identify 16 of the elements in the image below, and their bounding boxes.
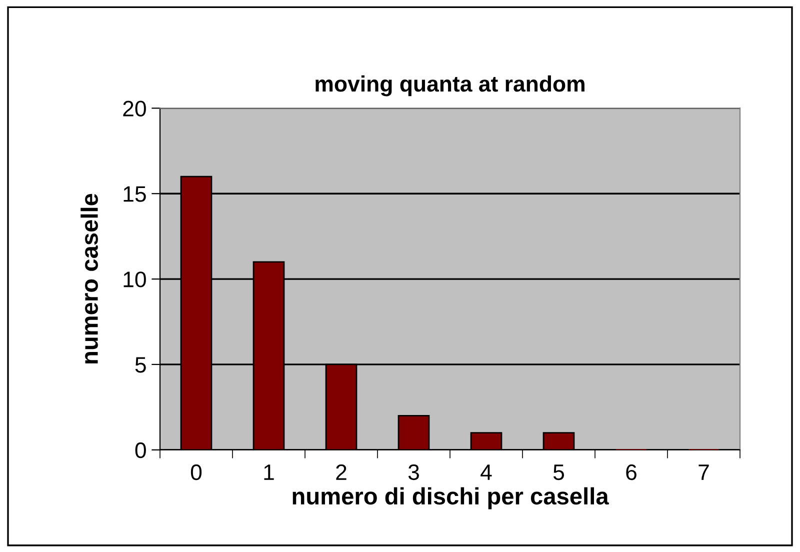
chart-title: moving quanta at random <box>316 75 584 96</box>
x-tick-label: 5 <box>553 464 564 480</box>
y-tick-label: 0 <box>135 442 146 458</box>
x-tick-label: 4 <box>480 464 492 480</box>
x-tick-label: 6 <box>626 464 636 480</box>
y-tick-label: 20 <box>123 100 146 116</box>
y-tick-label: 15 <box>124 186 146 202</box>
x-tick-label: 2 <box>336 464 346 480</box>
x-tick-label: 7 <box>698 464 709 480</box>
y-tick-label: 10 <box>124 272 146 288</box>
y-tick-label: 5 <box>135 357 146 373</box>
y-axis-title: numero caselle <box>80 194 98 364</box>
x-tick-label: 0 <box>190 464 202 480</box>
x-axis-title: numero di dischi per casella <box>292 487 609 510</box>
x-tick-label: 1 <box>264 464 274 480</box>
x-tick-label: 3 <box>408 464 419 480</box>
